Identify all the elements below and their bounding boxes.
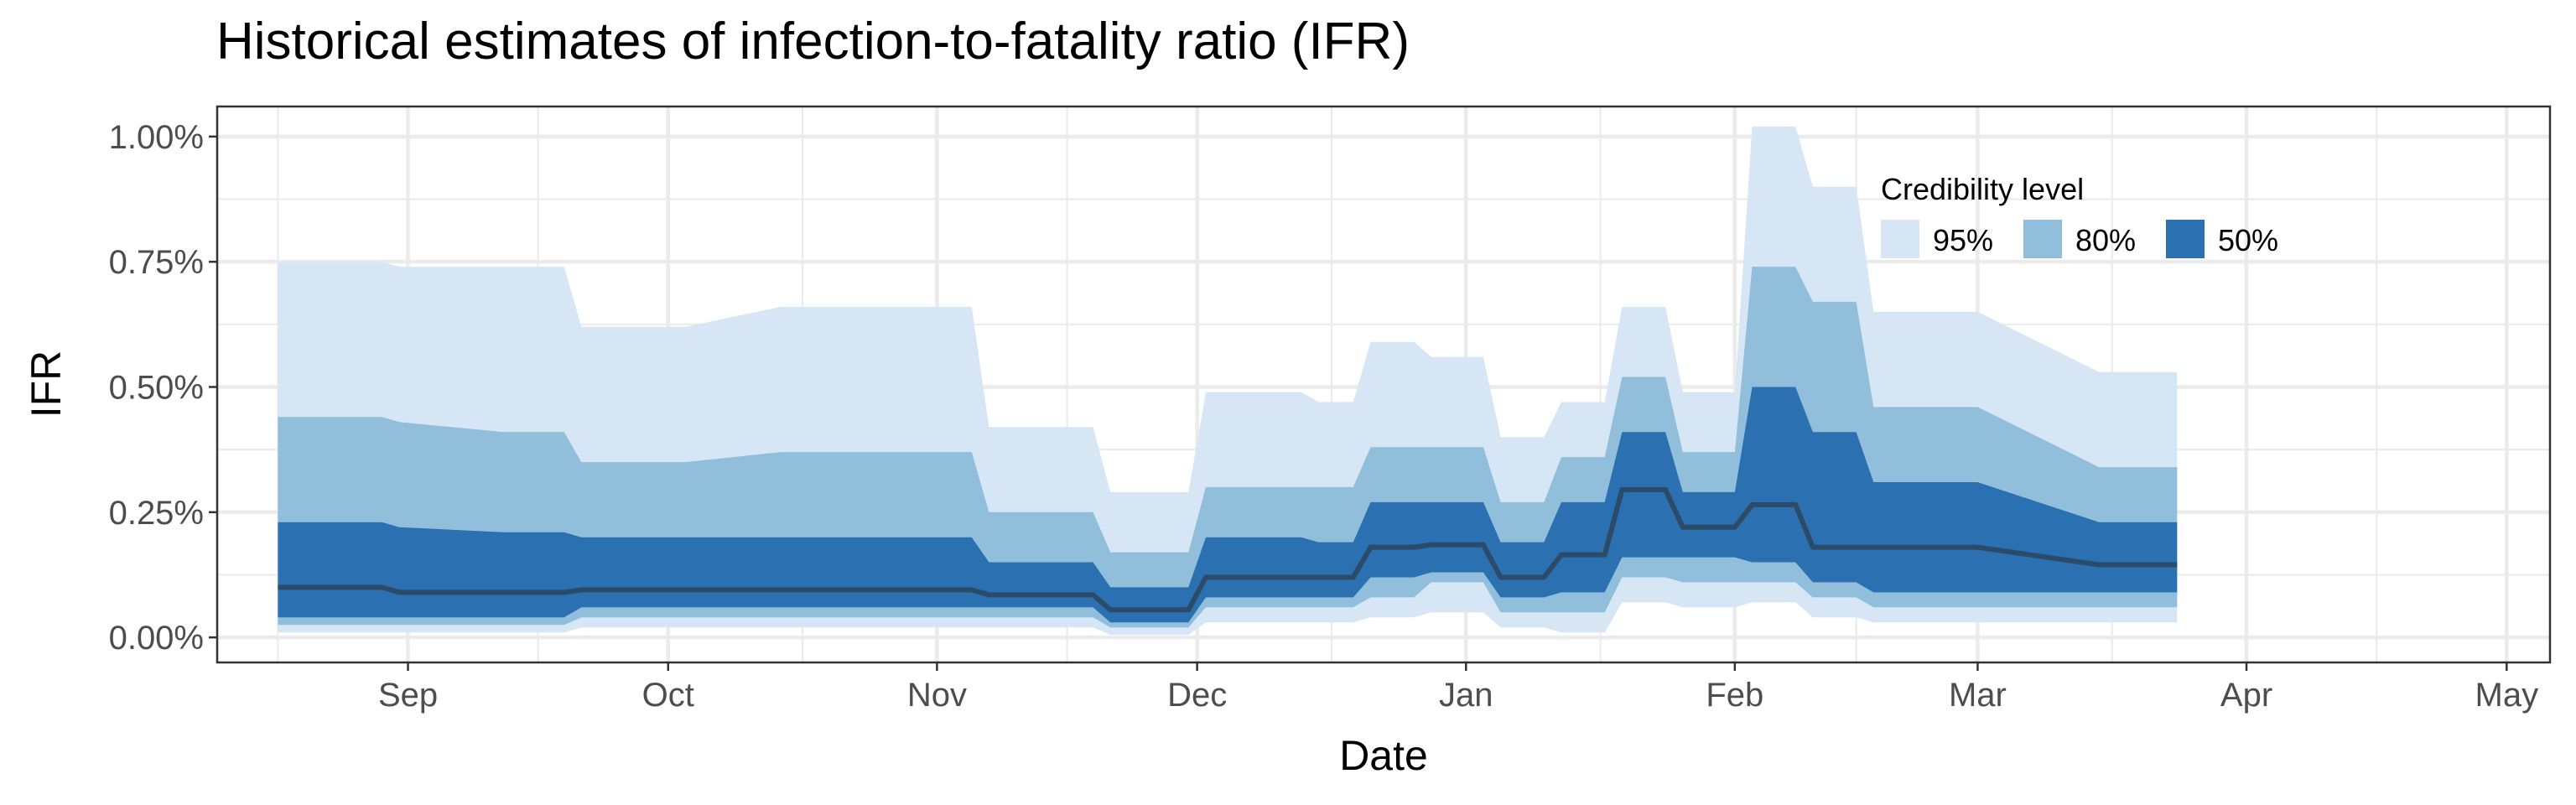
y-axis: 0.00% 0.25% 0.50% 0.75% 1.00% (109, 119, 217, 657)
panel-border (216, 105, 2552, 664)
credibility-bands (278, 126, 2178, 636)
legend-label: 50% (2218, 223, 2278, 257)
x-tick-label: May (2475, 677, 2539, 714)
x-tick-label: Oct (642, 677, 694, 714)
chart-title: Historical estimates of infection-to-fat… (216, 13, 1410, 70)
legend-label: 95% (1933, 223, 1993, 257)
x-tick-label: Sep (378, 677, 438, 714)
x-tick-label: Dec (1167, 677, 1227, 714)
y-tick-label: 1.00% (109, 119, 204, 156)
x-tick-label: Feb (1706, 677, 1763, 714)
legend-swatch (1881, 220, 1919, 258)
y-tick-label: 0.75% (109, 244, 204, 281)
x-tick-label: Apr (2220, 677, 2272, 714)
x-axis-title: Date (1339, 732, 1428, 779)
x-tick-label: Nov (907, 677, 967, 714)
x-axis: Sep Oct Nov Dec Jan Feb Mar Apr May (378, 662, 2538, 714)
legend-swatch (2023, 220, 2062, 258)
legend-title: Credibility level (1881, 172, 2084, 206)
legend-label: 80% (2075, 223, 2136, 257)
band-50pct (278, 387, 2178, 623)
y-tick-label: 0.25% (109, 495, 204, 532)
legend: Credibility level 95% 80% 50% (1881, 172, 2278, 258)
legend-swatch (2166, 220, 2205, 258)
y-axis-title: IFR (23, 351, 70, 418)
median-line-group (278, 486, 2178, 613)
y-tick-label: 0.50% (109, 369, 204, 406)
x-tick-label: Jan (1439, 677, 1493, 714)
x-tick-label: Mar (1949, 677, 2007, 714)
median-line (278, 486, 2178, 613)
y-tick-label: 0.00% (109, 620, 204, 657)
